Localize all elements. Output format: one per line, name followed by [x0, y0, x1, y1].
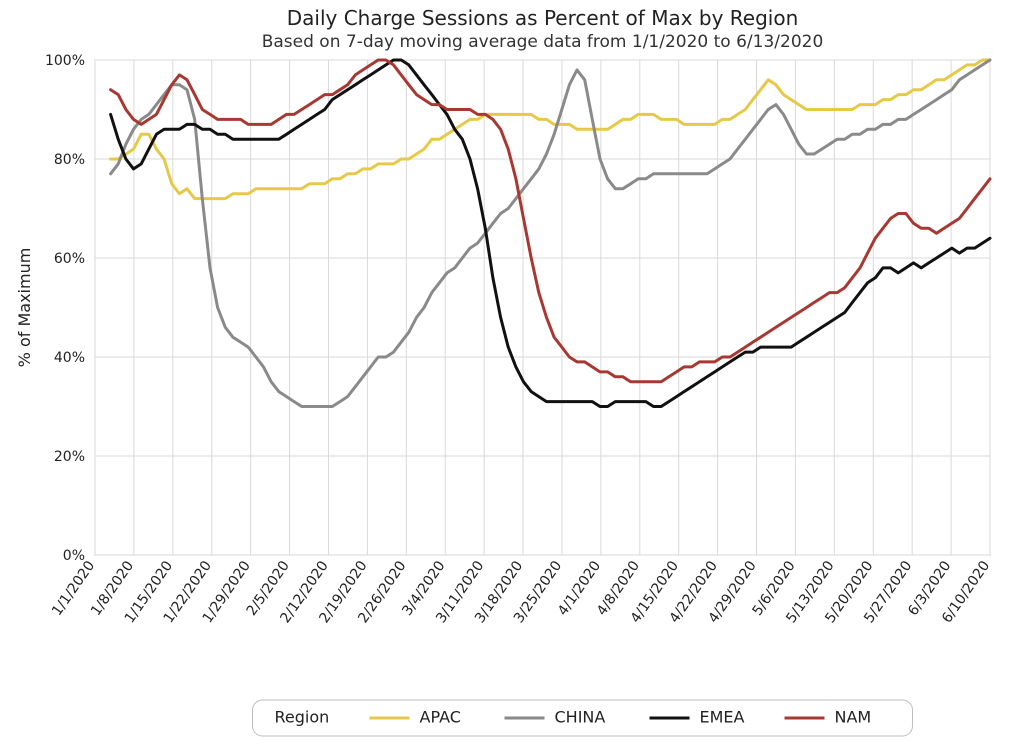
- chart-svg: 0%20%40%60%80%100% 1/1/20201/8/20201/15/…: [0, 0, 1024, 751]
- series-china: [111, 60, 990, 407]
- legend: Region APAC CHINA EMEA NAM: [253, 700, 913, 736]
- legend-label-emea: EMEA: [700, 708, 745, 727]
- y-tick-label: 60%: [54, 251, 85, 267]
- legend-label-china: CHINA: [555, 708, 606, 727]
- series-nam: [111, 60, 990, 382]
- y-axis-label: % of Maximum: [15, 248, 34, 368]
- legend-title: Region: [275, 708, 330, 727]
- y-axis-ticks: 0%20%40%60%80%100%: [45, 53, 85, 564]
- chart-subtitle: Based on 7-day moving average data from …: [262, 32, 824, 52]
- y-tick-label: 80%: [54, 152, 85, 168]
- x-axis-ticks: 1/1/20201/8/20201/15/20201/22/20201/29/2…: [49, 558, 993, 626]
- y-tick-label: 40%: [54, 350, 85, 366]
- y-tick-label: 100%: [45, 53, 85, 69]
- series-apac: [111, 60, 990, 199]
- series-emea: [111, 60, 990, 407]
- series-group: [111, 60, 990, 407]
- legend-label-nam: NAM: [835, 708, 872, 727]
- chart-title: Daily Charge Sessions as Percent of Max …: [287, 6, 799, 30]
- chart-container: 0%20%40%60%80%100% 1/1/20201/8/20201/15/…: [0, 0, 1024, 751]
- y-tick-label: 20%: [54, 449, 85, 465]
- legend-label-apac: APAC: [420, 708, 461, 727]
